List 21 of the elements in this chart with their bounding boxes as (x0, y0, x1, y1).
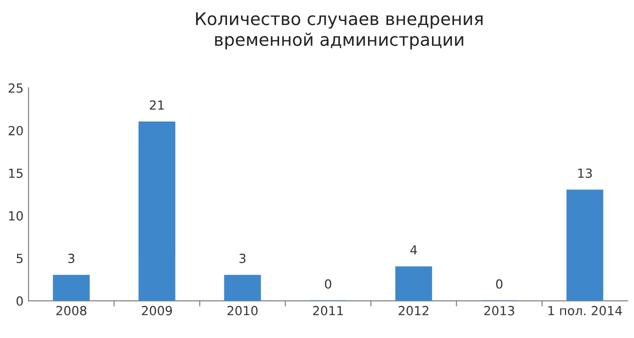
y-tick-label: 0 (16, 296, 23, 306)
y-tick-label: 25 (8, 83, 23, 93)
y-tick-label: 10 (9, 211, 23, 221)
y-tick-label: 5 (16, 254, 23, 264)
chart-title: Количество случаев внедрения временной администрации (196, 12, 483, 50)
x-tick-label: 2012 (398, 306, 428, 316)
x-tick-label: 2011 (313, 306, 343, 316)
data-label: 0 (496, 279, 502, 289)
x-tick-label: 1 пол. 2014 (548, 306, 622, 316)
data-label: 3 (68, 254, 74, 264)
x-tick-label: 2013 (484, 306, 514, 316)
data-label: 0 (324, 279, 332, 289)
data-label: 3 (239, 254, 246, 264)
x-tick-label: 2010 (228, 306, 258, 316)
y-tick-label: 15 (9, 168, 23, 178)
y-tick-label: 20 (8, 126, 23, 136)
x-tick-label: 2008 (56, 306, 86, 316)
x-tick-label: 2009 (142, 306, 172, 316)
data-label: 13 (578, 168, 592, 178)
data-label: 21 (150, 100, 164, 110)
data-label: 4 (410, 245, 417, 254)
